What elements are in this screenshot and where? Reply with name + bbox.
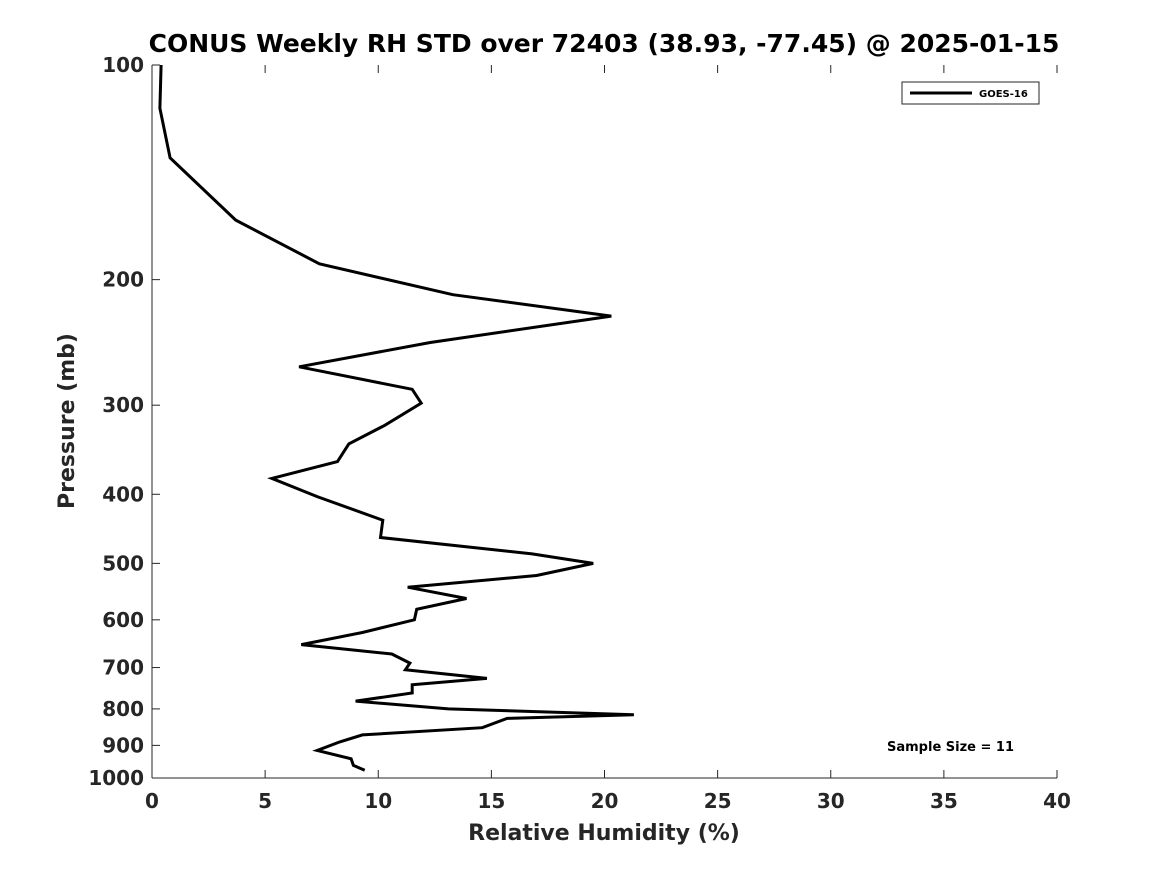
x-tick-label: 15 [477, 789, 505, 813]
y-tick-label: 400 [102, 482, 144, 506]
x-tick-label: 20 [591, 789, 619, 813]
x-tick-label: 40 [1043, 789, 1071, 813]
chart-title: CONUS Weekly RH STD over 72403 (38.93, -… [149, 29, 1060, 58]
x-tick-label: 35 [930, 789, 958, 813]
y-tick-label: 500 [102, 551, 144, 575]
legend: GOES-16 [901, 81, 1040, 105]
x-tick-label: 10 [364, 789, 392, 813]
legend-label-goes16: GOES-16 [979, 89, 1028, 100]
x-tick-label: 5 [258, 789, 272, 813]
y-tick-label: 100 [102, 53, 144, 77]
x-tick-label: 25 [704, 789, 732, 813]
sample-size-annotation: Sample Size = 11 [887, 740, 1014, 755]
x-axis-label: Relative Humidity (%) [468, 821, 740, 846]
y-tick-label: 600 [102, 608, 144, 632]
y-tick-label: 1000 [88, 766, 144, 790]
x-tick-label: 30 [817, 789, 845, 813]
y-tick-label: 700 [102, 656, 144, 680]
axes [151, 65, 1057, 779]
y-tick-label: 900 [102, 733, 144, 757]
x-tick-label: 0 [145, 789, 159, 813]
y-ticks: 100 200 300 400 500 600 700 800 900 1000 [88, 53, 160, 790]
y-tick-label: 200 [102, 268, 144, 292]
x-ticks: 0 5 10 15 20 25 30 35 40 [145, 65, 1071, 813]
y-tick-label: 300 [102, 393, 144, 417]
y-axis-label: Pressure (mb) [55, 333, 80, 509]
series-lines [158, 64, 634, 772]
y-tick-label: 800 [102, 697, 144, 721]
series-line-goes-16 [158, 64, 634, 772]
